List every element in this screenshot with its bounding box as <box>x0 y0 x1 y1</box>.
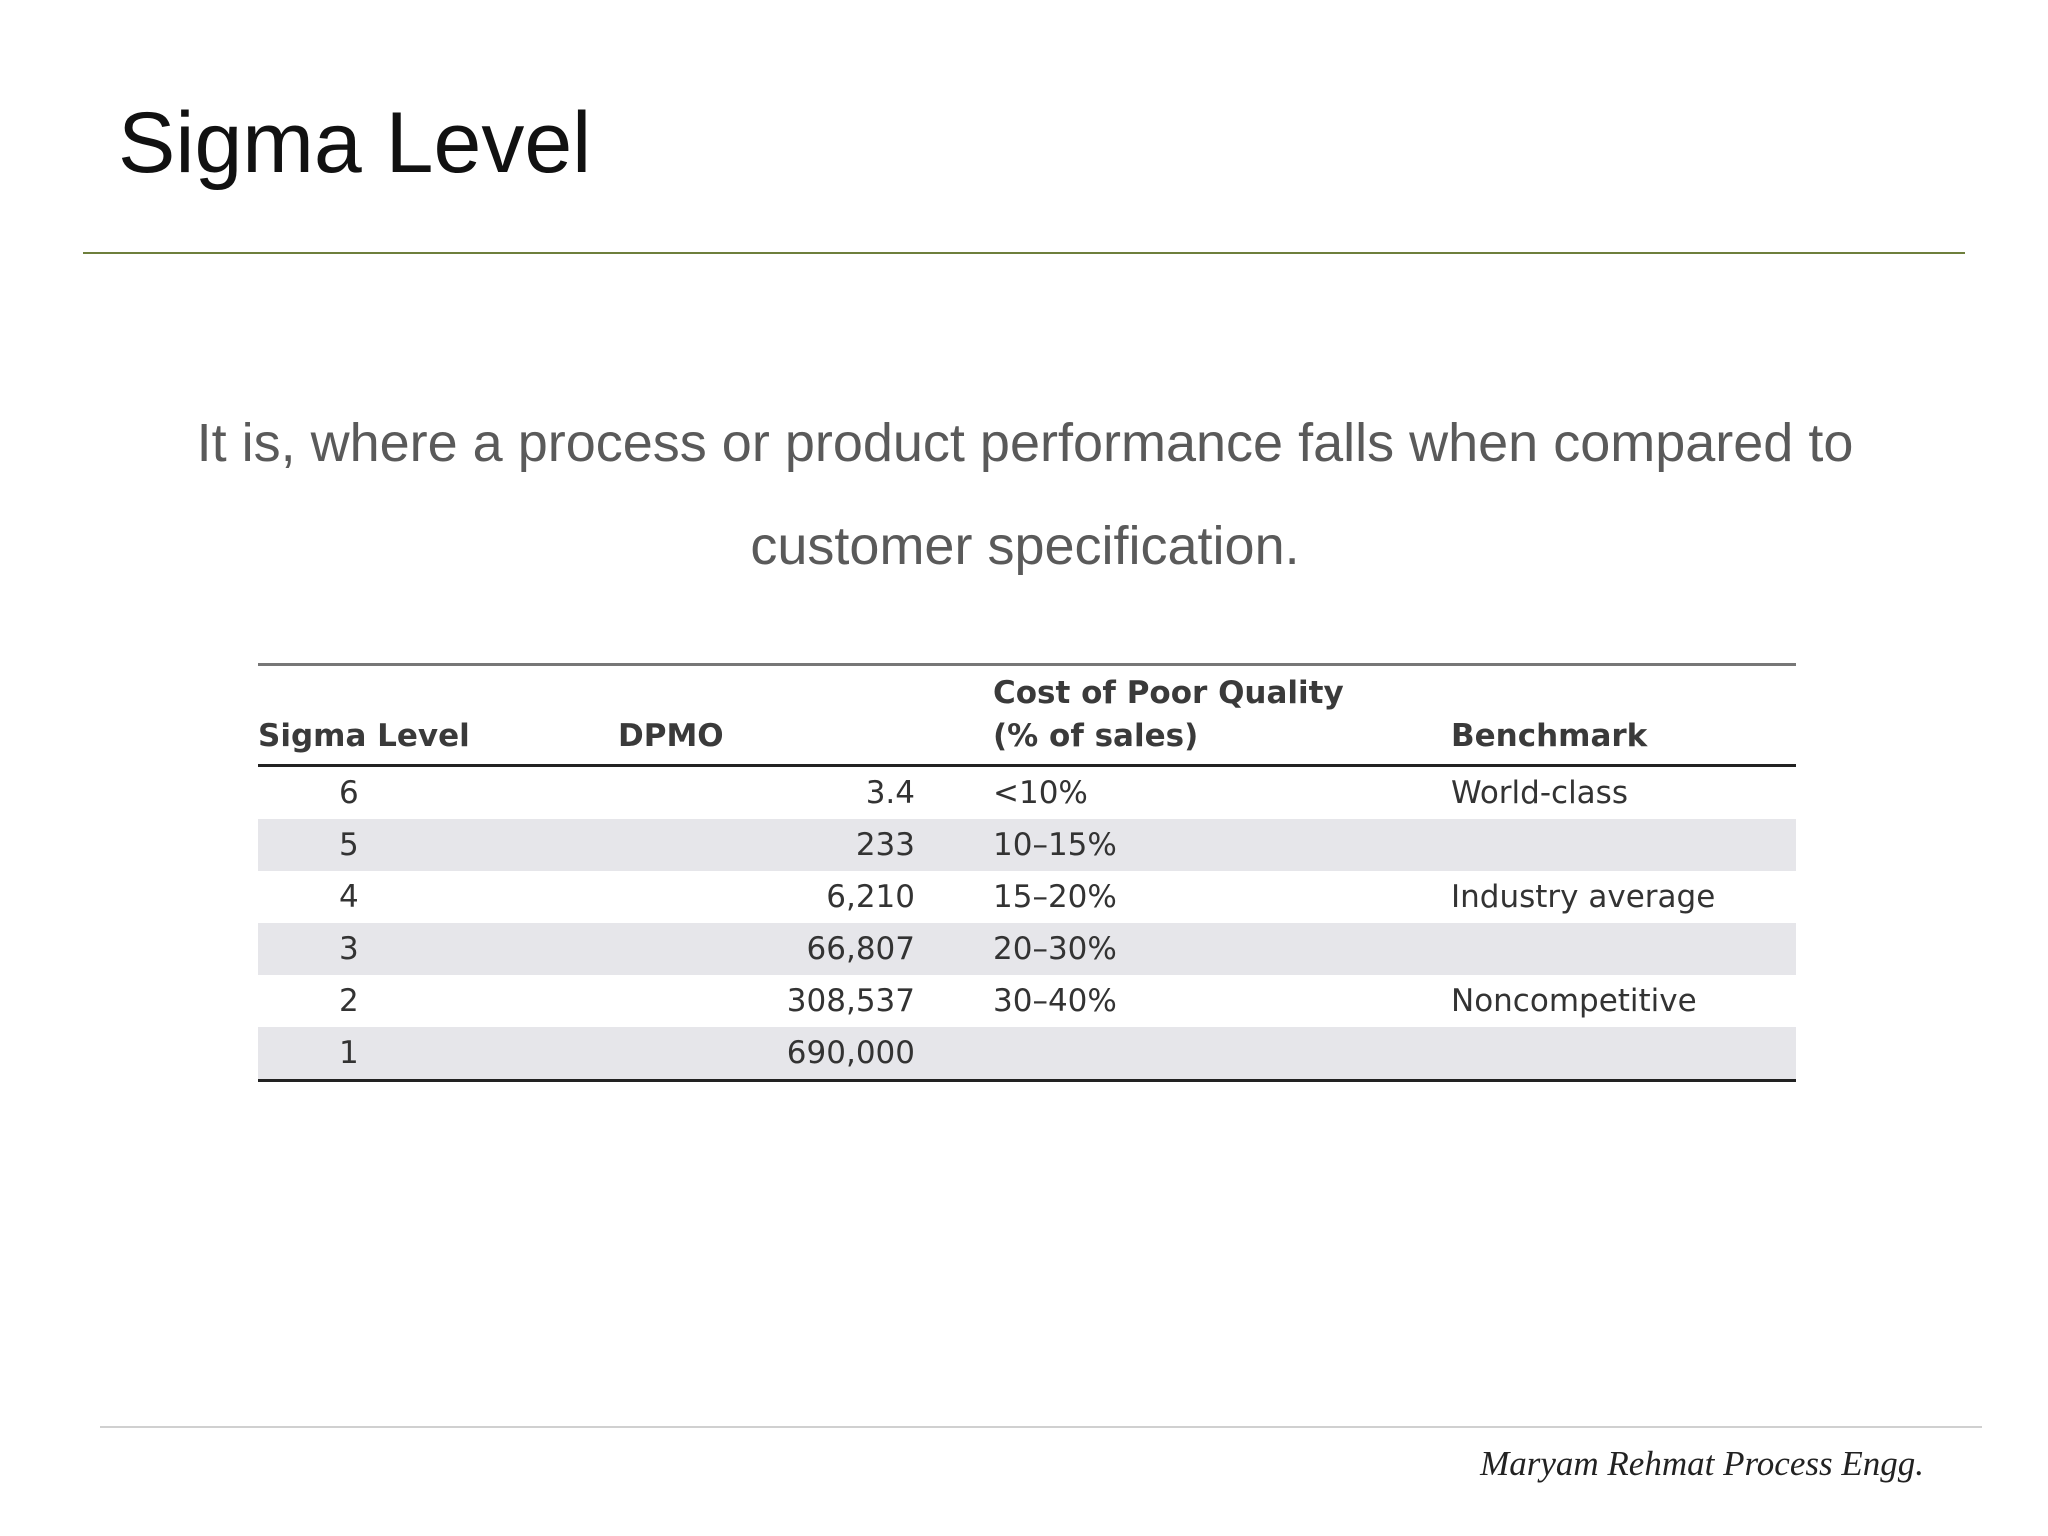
table-header-row: Sigma Level DPMO Cost of Poor Quality (%… <box>258 664 1796 767</box>
slide-subtitle: It is, where a process or product perfor… <box>196 413 1854 576</box>
dpmo-cell: 308,537 <box>786 983 915 1019</box>
table-row: 6 3.4 <10% World-class <box>258 766 1796 820</box>
dpmo-cell: 3.4 <box>865 775 915 811</box>
header-benchmark: Benchmark <box>1451 664 1796 767</box>
benchmark-cell <box>1451 923 1796 975</box>
table-row: 2 308,537 30–40% Noncompetitive <box>258 975 1796 1027</box>
copq-cell: <10% <box>993 775 1088 811</box>
header-copq-line1: Cost of Poor Quality <box>993 675 1344 711</box>
copq-cell: 20–30% <box>993 923 1451 975</box>
copq-cell: 15–20% <box>993 879 1117 915</box>
copq-cell: 30–40% <box>993 983 1117 1019</box>
benchmark-cell <box>1451 819 1796 871</box>
header-dpmo-label: DPMO <box>618 718 724 754</box>
footer-divider <box>100 1426 1982 1428</box>
sigma-cell: 3 <box>258 923 618 975</box>
sigma-cell: 1 <box>258 1027 618 1081</box>
footer-author: Maryam Rehmat Process Engg. <box>1480 1444 1924 1483</box>
copq-cell <box>993 1027 1451 1081</box>
header-sigma-level: Sigma Level <box>258 664 618 767</box>
benchmark-cell: Noncompetitive <box>1451 983 1697 1019</box>
title-divider <box>83 252 1965 254</box>
sigma-cell: 6 <box>339 775 359 811</box>
dpmo-cell: 233 <box>618 819 993 871</box>
benchmark-cell: World-class <box>1451 775 1628 811</box>
sigma-level-table: Sigma Level DPMO Cost of Poor Quality (%… <box>258 663 1796 1082</box>
sigma-cell: 4 <box>339 879 359 915</box>
sigma-cell: 5 <box>258 819 618 871</box>
benchmark-cell: Industry average <box>1451 879 1716 915</box>
slide-title: Sigma Level <box>118 95 592 191</box>
table-row: 3 66,807 20–30% <box>258 923 1796 975</box>
dpmo-cell: 66,807 <box>618 923 993 975</box>
table-row: 4 6,210 15–20% Industry average <box>258 871 1796 923</box>
copq-cell: 10–15% <box>993 819 1451 871</box>
dpmo-cell: 690,000 <box>618 1027 993 1081</box>
header-dpmo: DPMO <box>618 664 993 767</box>
table-row: 1 690,000 <box>258 1027 1796 1081</box>
header-cost-of-poor-quality: Cost of Poor Quality (% of sales) <box>993 664 1451 767</box>
dpmo-cell: 6,210 <box>826 879 915 915</box>
sigma-cell: 2 <box>339 983 359 1019</box>
table-row: 5 233 10–15% <box>258 819 1796 871</box>
header-copq-line2: (% of sales) <box>993 718 1199 754</box>
benchmark-cell <box>1451 1027 1796 1081</box>
